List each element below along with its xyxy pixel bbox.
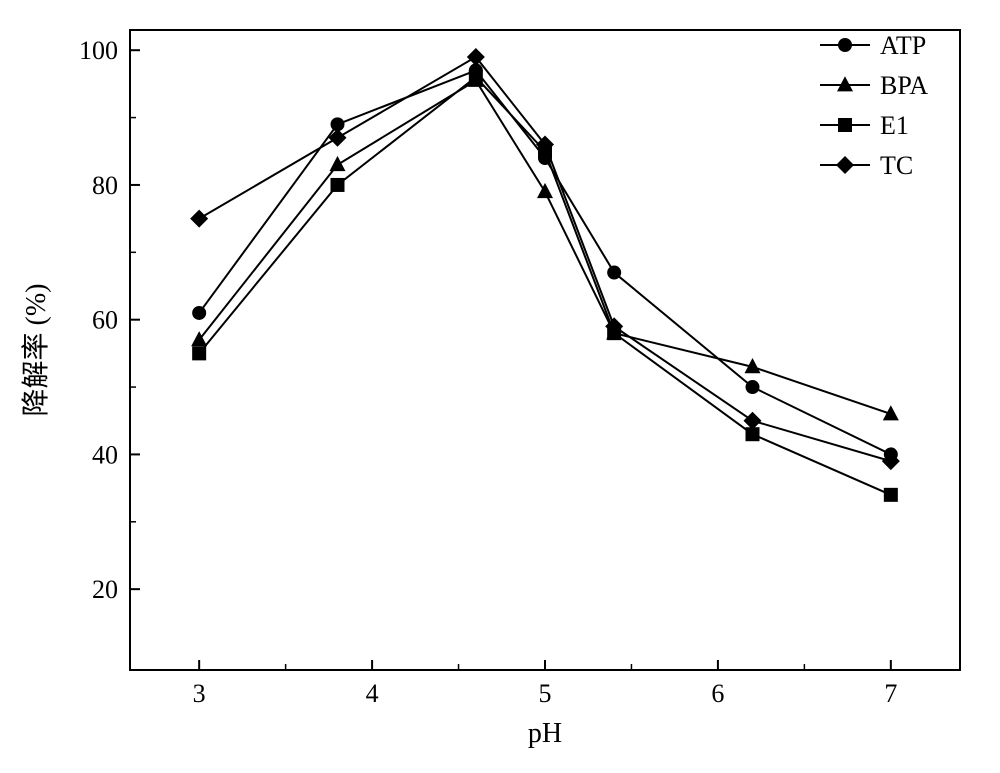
legend-label-bpa: BPA bbox=[880, 71, 928, 100]
svg-text:4: 4 bbox=[366, 679, 379, 708]
svg-text:60: 60 bbox=[92, 306, 118, 335]
svg-text:20: 20 bbox=[92, 575, 118, 604]
degradation-rate-chart: 3 4 5 6 7 pH 20 40 60 80 100 降解率 (%) ATP BPA E1 TC bbox=[0, 0, 1000, 773]
svg-text:40: 40 bbox=[92, 440, 118, 469]
svg-text:80: 80 bbox=[92, 171, 118, 200]
legend-label-e1: E1 bbox=[880, 111, 909, 140]
y-axis-label: 降解率 (%) bbox=[20, 284, 52, 417]
svg-text:3: 3 bbox=[193, 679, 206, 708]
legend-label-atp: ATP bbox=[880, 31, 926, 60]
svg-text:5: 5 bbox=[539, 679, 552, 708]
svg-text:7: 7 bbox=[884, 679, 897, 708]
x-axis-label: pH bbox=[528, 718, 562, 749]
svg-text:100: 100 bbox=[79, 36, 118, 65]
legend-label-tc: TC bbox=[880, 151, 913, 180]
svg-text:6: 6 bbox=[711, 679, 724, 708]
